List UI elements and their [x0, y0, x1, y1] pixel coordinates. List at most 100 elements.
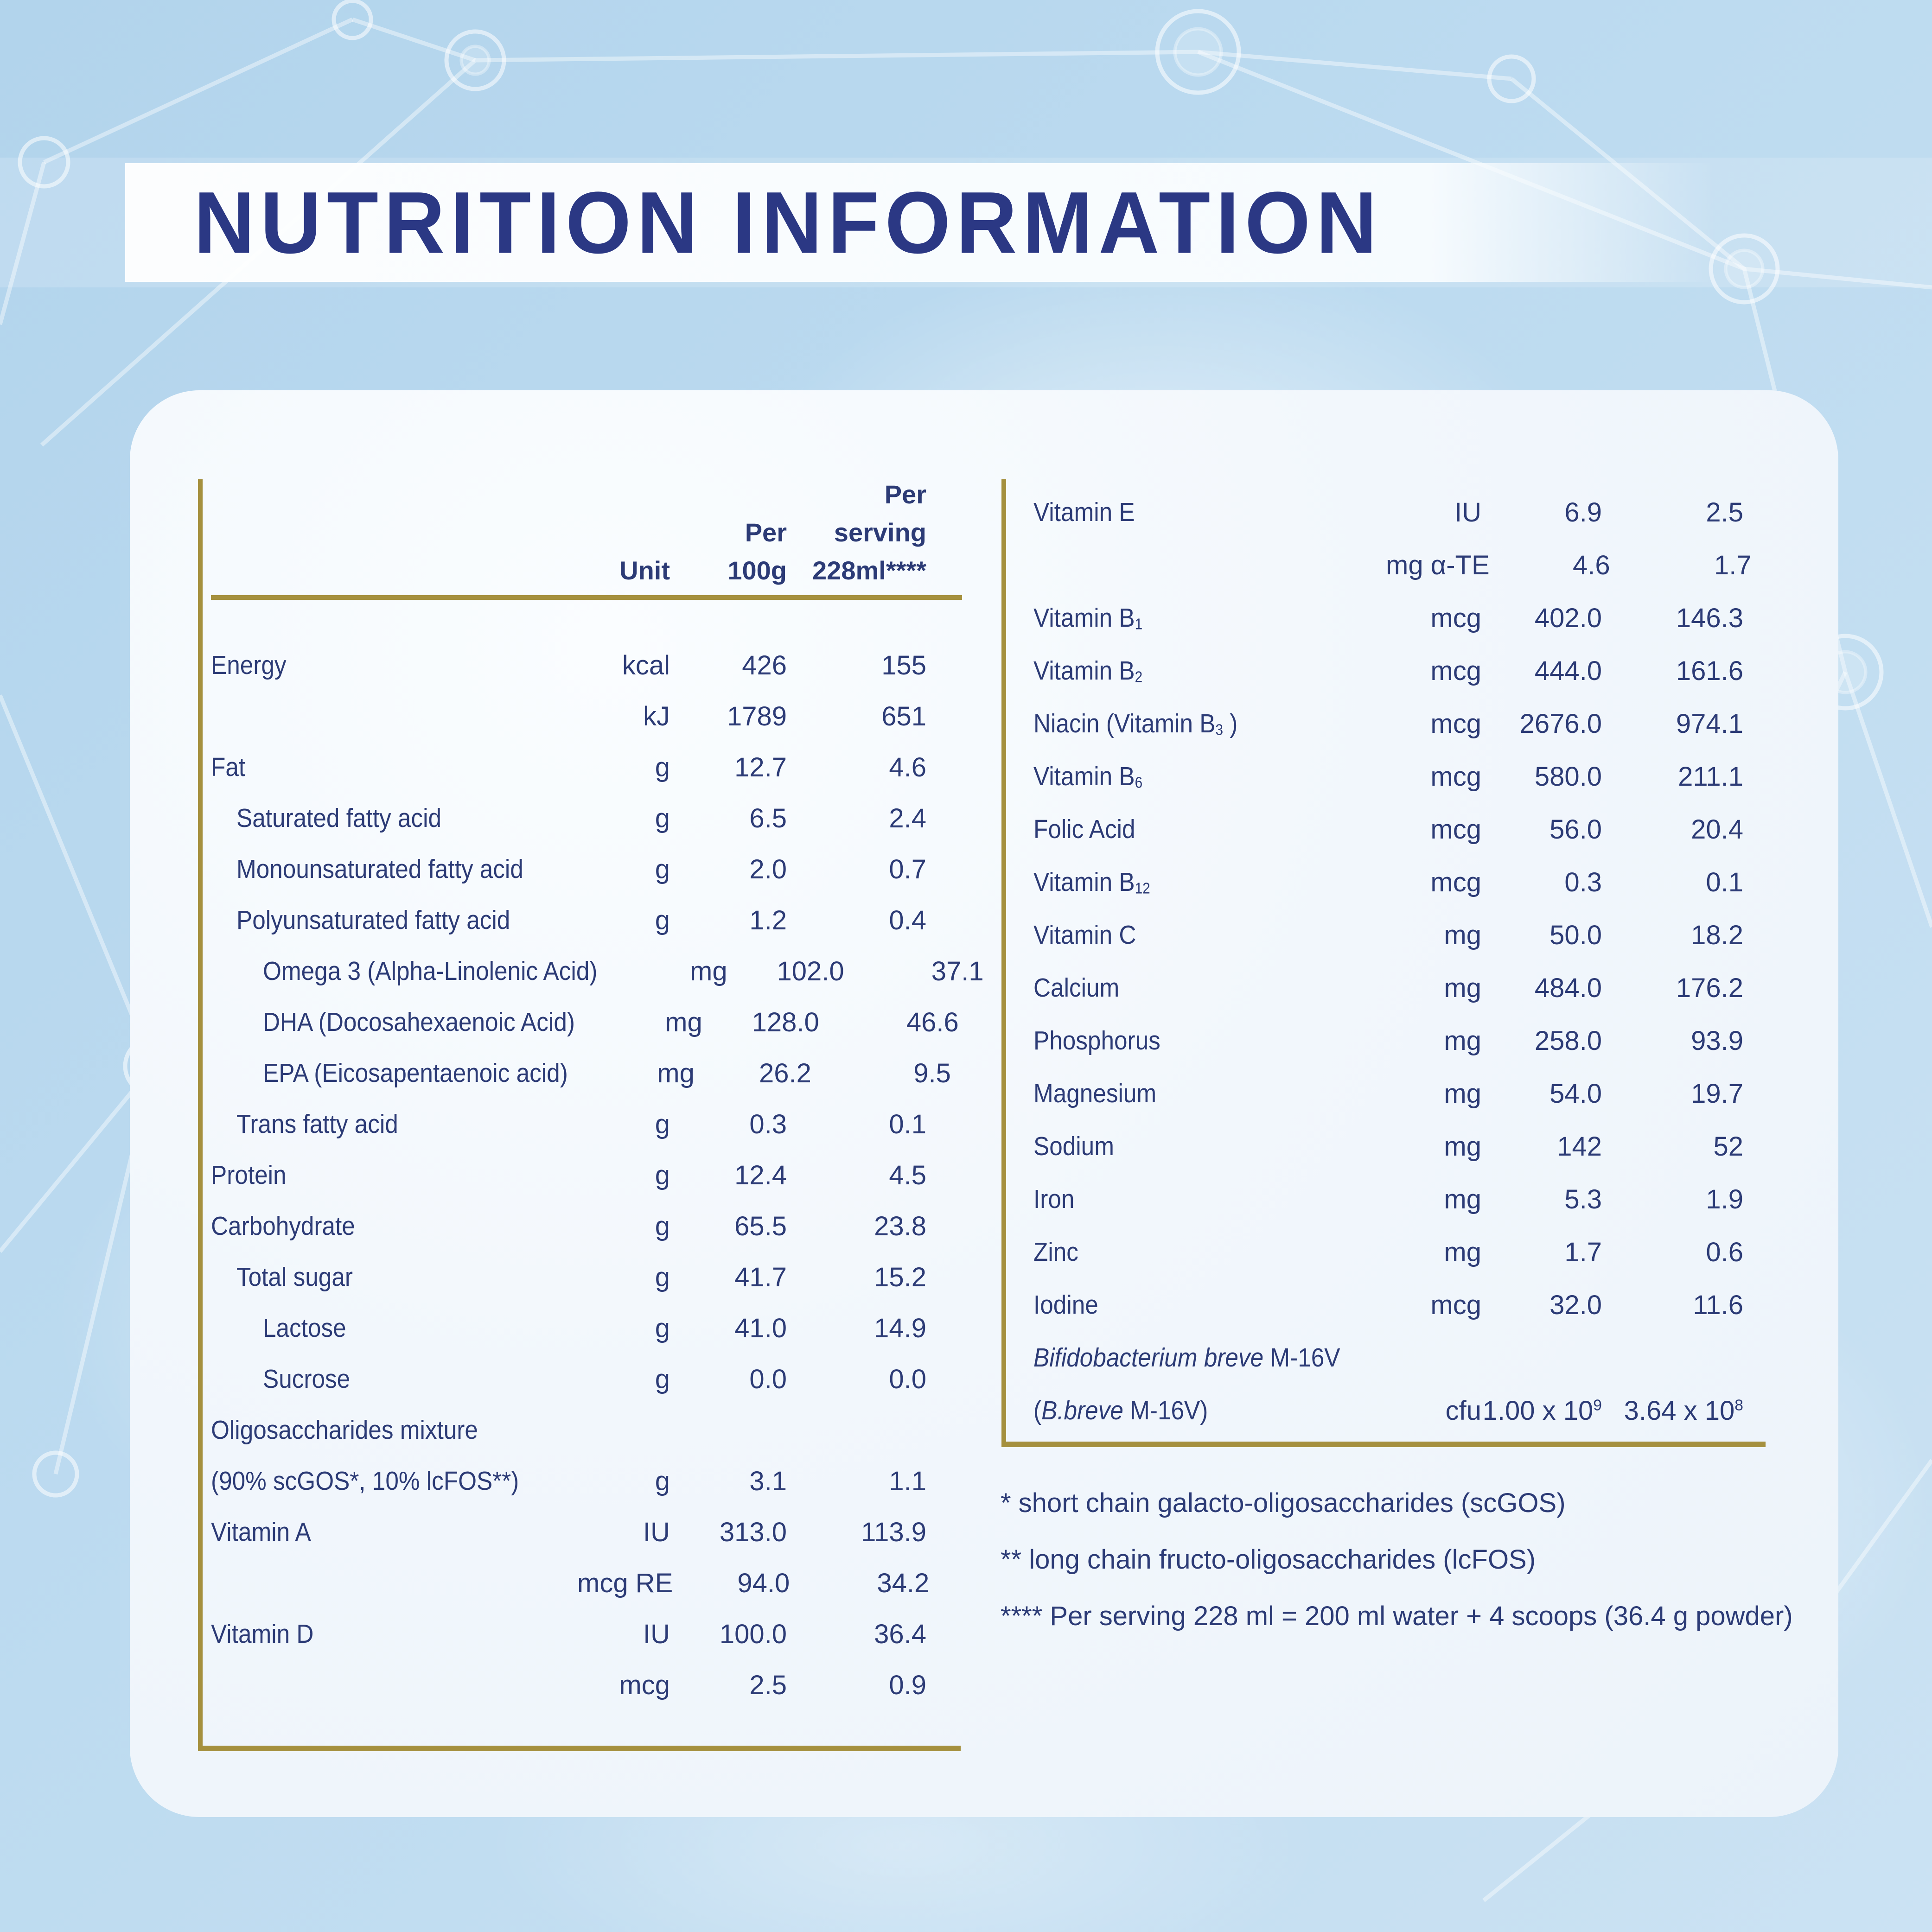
unit-cell: g	[655, 1313, 670, 1343]
nutrient-row: Zinc mg 1.7 0.6	[1033, 1226, 1743, 1278]
nutrient-label: Iron	[1033, 1184, 1075, 1214]
unit-cell: mg	[665, 1007, 702, 1037]
footnote: * short chain galacto-oligosaccharides (…	[1001, 1488, 1566, 1518]
nutrient-label: DHA (Docosahexaenoic Acid)	[263, 1007, 575, 1037]
footnote: **** Per serving 228 ml = 200 ml water +…	[1001, 1601, 1793, 1631]
nutrient-row: Polyunsaturated fatty acid g 1.2 0.4	[211, 895, 926, 946]
nutrient-row: Vitamin C mg 50.0 18.2	[1033, 909, 1743, 961]
per-serving-cell: 20.4	[1691, 814, 1743, 845]
nutrient-label: Vitamin C	[1033, 920, 1136, 950]
nutrient-row: Vitamin B12 mcg 0.3 0.1	[1033, 856, 1743, 909]
unit-cell: mcg RE	[577, 1568, 673, 1598]
nutrient-row: Omega 3 (Alpha-Linolenic Acid) mg 102.0 37.…	[211, 946, 984, 997]
unit-cell: g	[655, 1109, 670, 1139]
nutrient-label	[211, 1568, 577, 1598]
nutrient-label: Omega 3 (Alpha-Linolenic Acid)	[263, 956, 598, 986]
per-100g-cell: 26.2	[759, 1058, 811, 1088]
nutrient-label: Saturated fatty acid	[236, 803, 442, 833]
per-serving-cell: 651	[881, 701, 926, 731]
nutrient-label: Vitamin A	[211, 1517, 311, 1547]
unit-cell: mg	[1444, 1184, 1481, 1214]
nutrient-label: Folic Acid	[1033, 814, 1135, 844]
per-serving-cell: 1.1	[889, 1466, 926, 1496]
right-table-bottom-rule	[1001, 1442, 1766, 1447]
per-serving-cell: 0.1	[889, 1109, 926, 1139]
per-100g-cell: 3.1	[749, 1466, 787, 1496]
nutrient-row: Sucrose g 0.0 0.0	[211, 1354, 926, 1405]
page-title: NUTRITION INFORMATION	[194, 173, 1383, 272]
per-serving-cell: 34.2	[877, 1568, 930, 1598]
per-100g-cell: 0.0	[749, 1364, 787, 1394]
nutrient-row: Iron mg 5.3 1.9	[1033, 1173, 1743, 1226]
unit-cell: cfu	[1445, 1395, 1481, 1426]
nutrient-row: Niacin (Vitamin B3 ) mcg 2676.0 974.1	[1033, 697, 1743, 750]
per-100g-cell: 41.7	[734, 1262, 787, 1292]
per-100g-cell: 1.00 x 109	[1482, 1395, 1602, 1426]
header-per-100g: Per 100g	[727, 518, 787, 585]
nutrient-label: Total sugar	[236, 1262, 353, 1292]
left-table-bottom-rule	[198, 1746, 961, 1751]
nutrient-row: Vitamin A IU 313.0 113.9	[211, 1506, 926, 1557]
per-serving-cell: 1.7	[1714, 550, 1752, 580]
nutrient-label	[1033, 550, 1386, 580]
nutrient-label: Sodium	[1033, 1131, 1114, 1161]
nutrient-row: Phosphorus mg 258.0 93.9	[1033, 1014, 1743, 1067]
nutrient-row: Total sugar g 41.7 15.2	[211, 1252, 926, 1303]
per-serving-cell: 9.5	[913, 1058, 951, 1088]
per-100g-cell: 5.3	[1564, 1184, 1602, 1214]
per-serving-cell: 2.5	[1706, 497, 1743, 527]
nutrient-label: Phosphorus	[1033, 1026, 1160, 1055]
nutrient-row: Fat g 12.7 4.6	[211, 742, 926, 793]
per-serving-cell: 3.64 x 108	[1624, 1395, 1743, 1426]
right-table-body: Vitamin E IU 6.9 2.5 mg α-TE 4.6 1.7 Vitamin B1…	[1033, 486, 1752, 1437]
nutrient-row: Energy kcal 426 155	[211, 640, 926, 691]
nutrient-label: (B.breve M-16V)	[1033, 1396, 1208, 1425]
per-serving-cell: 36.4	[874, 1619, 926, 1649]
unit-cell: mcg	[1430, 867, 1481, 897]
right-table-left-border	[1001, 479, 1006, 1447]
nutrient-label: Oligosaccharides mixture	[211, 1415, 478, 1445]
unit-cell: mg	[1444, 972, 1481, 1003]
unit-cell: g	[655, 1211, 670, 1241]
per-serving-cell: 2.4	[889, 803, 926, 833]
nutrient-row: Magnesium mg 54.0 19.7	[1033, 1067, 1743, 1120]
nutrient-row: Vitamin B2 mcg 444.0 161.6	[1033, 644, 1743, 697]
per-100g-cell: 0.3	[1564, 867, 1602, 897]
per-serving-cell: 176.2	[1676, 972, 1743, 1003]
nutrient-label: Vitamin B12	[1033, 867, 1150, 897]
per-100g-cell: 444.0	[1534, 655, 1602, 686]
per-100g-cell: 2.0	[749, 854, 787, 884]
unit-cell: mg	[1444, 1025, 1481, 1056]
nutrient-label: Bifidobacterium breve M-16V	[1033, 1343, 1340, 1373]
per-100g-cell: 32.0	[1549, 1290, 1602, 1320]
per-100g-cell: 1.2	[749, 905, 787, 935]
per-100g-cell: 100.0	[719, 1619, 787, 1649]
per-100g-cell: 128.0	[752, 1007, 819, 1037]
unit-cell: mg	[657, 1058, 695, 1088]
unit-cell: mg	[690, 956, 727, 986]
nutrient-row: Iodine mcg 32.0 11.6	[1033, 1278, 1743, 1331]
nutrient-label	[211, 701, 577, 731]
nutrient-row: EPA (Eicosapentaenoic acid) mg 26.2 9.5	[211, 1048, 951, 1099]
per-serving-cell: 19.7	[1691, 1078, 1743, 1109]
per-100g-cell: 65.5	[734, 1211, 787, 1241]
nutrient-row: Oligosaccharides mixture	[211, 1405, 926, 1455]
nutrient-label	[211, 1670, 577, 1700]
nutrient-row: Lactose g 41.0 14.9	[211, 1303, 926, 1354]
unit-cell: mcg	[1430, 708, 1481, 739]
nutrient-label: Lactose	[263, 1313, 346, 1343]
per-100g-cell: 41.0	[734, 1313, 787, 1343]
per-serving-cell: 15.2	[874, 1262, 926, 1292]
nutrient-row: mcg 2.5 0.9	[211, 1659, 926, 1710]
unit-cell: mcg	[1430, 655, 1481, 686]
unit-cell: g	[655, 1262, 670, 1292]
per-serving-cell: 0.0	[889, 1364, 926, 1394]
per-100g-cell: 4.6	[1573, 550, 1610, 580]
unit-cell: mg	[1444, 1131, 1481, 1162]
unit-cell: g	[655, 752, 670, 782]
nutrient-label: Protein	[211, 1160, 287, 1190]
per-100g-cell: 1789	[727, 701, 787, 731]
per-serving-cell: 46.6	[906, 1007, 959, 1037]
unit-cell: mcg	[1430, 1290, 1481, 1320]
per-100g-cell: 0.3	[749, 1109, 787, 1139]
